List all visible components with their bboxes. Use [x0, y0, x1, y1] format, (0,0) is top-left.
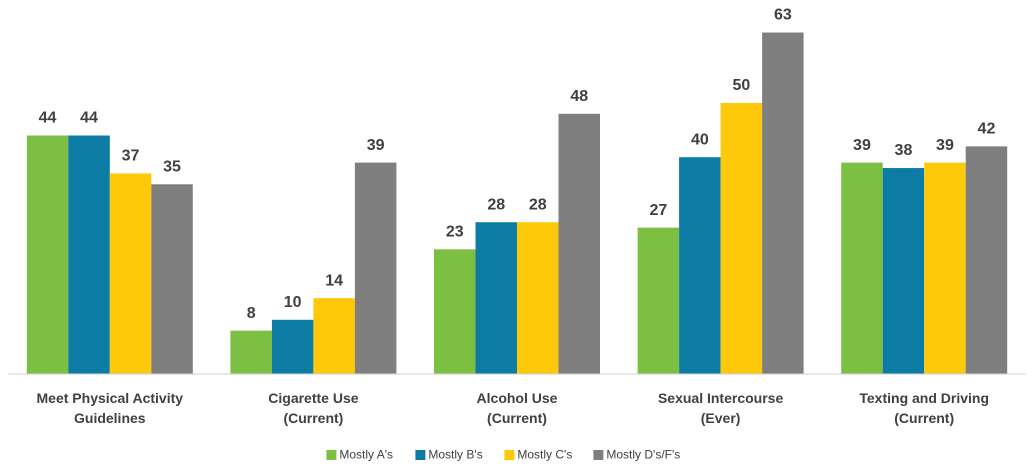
- value-label: 14: [325, 272, 343, 289]
- value-label: 39: [936, 137, 954, 154]
- value-label: 35: [163, 159, 181, 176]
- bar: [354, 162, 397, 374]
- bar: [109, 173, 152, 374]
- value-label: 44: [80, 110, 98, 127]
- value-label: 38: [895, 142, 913, 159]
- bar: [68, 135, 110, 374]
- bar: [230, 330, 272, 374]
- value-label: 39: [853, 137, 871, 154]
- value-label: 48: [570, 88, 588, 105]
- x-tick-label: Alcohol Use (Current): [477, 390, 558, 426]
- bar: [637, 227, 680, 374]
- legend-swatch: [504, 450, 515, 460]
- value-label: 10: [284, 294, 302, 311]
- legend-label: Mostly D's/F's: [606, 448, 680, 462]
- x-tick-label: Texting and Driving (Current): [859, 390, 989, 426]
- bar: [271, 319, 314, 374]
- value-label: 39: [367, 137, 385, 154]
- bar: [26, 135, 69, 374]
- value-label: 63: [774, 7, 792, 24]
- value-label: 23: [446, 224, 464, 241]
- bar: [965, 146, 1008, 374]
- legend-swatch: [593, 450, 604, 460]
- value-label: 28: [487, 196, 505, 213]
- legend-swatch: [326, 450, 337, 460]
- bar: [151, 184, 193, 374]
- x-tick-label: Cigarette Use (Current): [268, 390, 358, 426]
- value-label: 42: [978, 121, 996, 138]
- bar: [882, 168, 925, 374]
- x-tick-label: Meet Physical Activity Guidelines: [37, 390, 184, 426]
- value-label: 44: [39, 110, 57, 127]
- legend-label: Mostly B's: [428, 448, 482, 462]
- value-label: 8: [247, 305, 256, 322]
- bar: [841, 162, 883, 374]
- bar: [558, 113, 600, 375]
- bar: [313, 298, 355, 374]
- legend-swatch: [415, 450, 426, 460]
- value-label: 40: [691, 131, 709, 148]
- bar: [924, 162, 966, 374]
- value-label: 27: [649, 202, 667, 219]
- bar: [762, 32, 804, 375]
- bar: [434, 249, 476, 374]
- value-label: 50: [732, 77, 750, 94]
- bar: [475, 222, 517, 374]
- bar: [517, 222, 559, 374]
- legend-label: Mostly C's: [517, 448, 572, 462]
- x-tick-label: Sexual Intercourse (Ever): [658, 390, 783, 426]
- value-label: 37: [122, 148, 140, 165]
- value-label: 28: [529, 196, 547, 213]
- bar: [720, 102, 763, 374]
- bar: [679, 157, 721, 374]
- legend-label: Mostly A's: [339, 448, 393, 462]
